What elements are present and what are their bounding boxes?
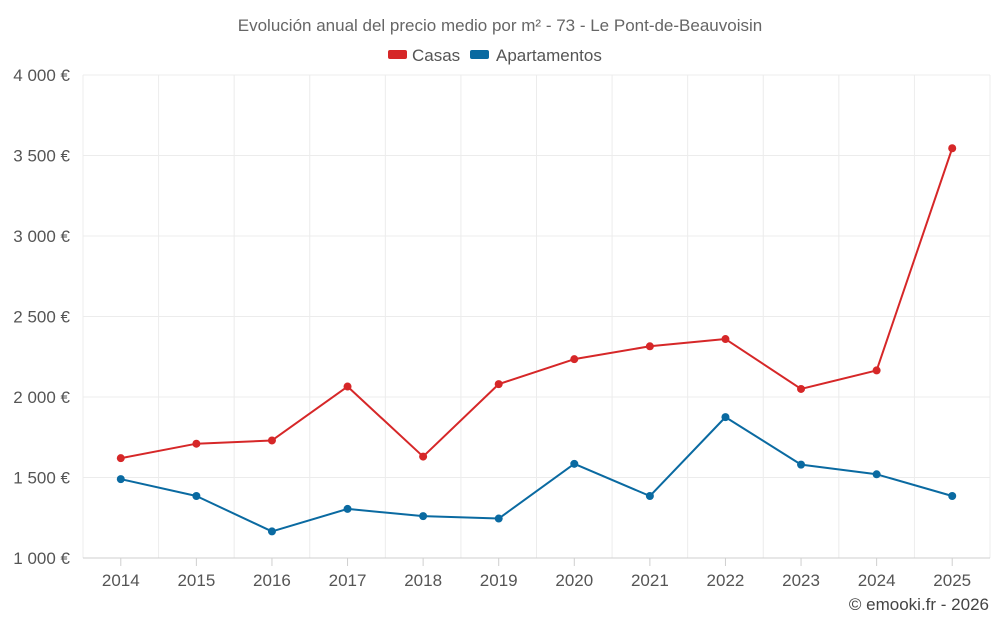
data-point-apartamentos	[419, 512, 428, 521]
data-point-casas	[116, 454, 125, 463]
legend-swatch-apartamentos	[470, 50, 489, 59]
x-tick-label: 2014	[102, 571, 140, 590]
y-tick-label: 2 500 €	[13, 308, 70, 327]
data-point-apartamentos	[948, 492, 957, 501]
legend-label-casas: Casas	[412, 46, 460, 65]
x-tick-label: 2020	[555, 571, 593, 590]
legend-label-apartamentos: Apartamentos	[496, 46, 602, 65]
x-tick-label: 2016	[253, 571, 291, 590]
grid	[82, 74, 991, 558]
x-tick-label: 2024	[858, 571, 896, 590]
axes: 1 000 € 1 500 € 2 000 € 2 500 € 3 000 € 3 500…	[13, 66, 990, 590]
y-tick-label: 2 000 €	[13, 388, 70, 407]
legend: Casas Apartamentos	[388, 46, 602, 65]
x-tick-label: 2025	[933, 571, 971, 590]
x-tick-label: 2021	[631, 571, 669, 590]
data-point-apartamentos	[721, 413, 730, 422]
y-tick-label: 1 000 €	[13, 549, 70, 568]
data-point-apartamentos	[267, 527, 276, 536]
data-point-apartamentos	[645, 492, 654, 501]
x-tick-label: 2022	[707, 571, 745, 590]
x-tick-label: 2023	[782, 571, 820, 590]
series-line-apartamentos	[120, 416, 953, 533]
data-point-apartamentos	[116, 475, 125, 484]
x-tick-label: 2019	[480, 571, 518, 590]
data-point-apartamentos	[494, 514, 503, 523]
data-point-casas	[872, 366, 881, 375]
x-tick-label: 2018	[404, 571, 442, 590]
data-point-apartamentos	[872, 470, 881, 479]
x-tick-label: 2017	[329, 571, 367, 590]
data-point-apartamentos	[192, 492, 201, 501]
y-tick-label: 3 000 €	[13, 227, 70, 246]
x-tick-label: 2015	[177, 571, 215, 590]
data-point-apartamentos	[570, 459, 579, 468]
data-point-casas	[645, 342, 654, 351]
data-point-casas	[267, 436, 276, 445]
y-tick-label: 3 500 €	[13, 147, 70, 166]
y-tick-label: 1 500 €	[13, 469, 70, 488]
data-point-casas	[343, 382, 352, 391]
data-point-casas	[494, 380, 503, 389]
series	[116, 144, 957, 536]
data-point-casas	[192, 439, 201, 448]
series-line-casas	[120, 147, 954, 460]
data-point-casas	[948, 144, 957, 153]
data-point-casas	[721, 335, 730, 344]
data-point-apartamentos	[797, 460, 806, 469]
data-point-casas	[797, 384, 806, 393]
y-tick-label: 4 000 €	[13, 66, 70, 85]
data-point-apartamentos	[343, 504, 352, 513]
data-point-casas	[419, 452, 428, 461]
credit-text: © emooki.fr - 2026	[849, 595, 989, 614]
legend-swatch-casas	[388, 50, 407, 59]
data-point-casas	[570, 355, 579, 364]
chart-title: Evolución anual del precio medio por m² …	[238, 16, 762, 35]
